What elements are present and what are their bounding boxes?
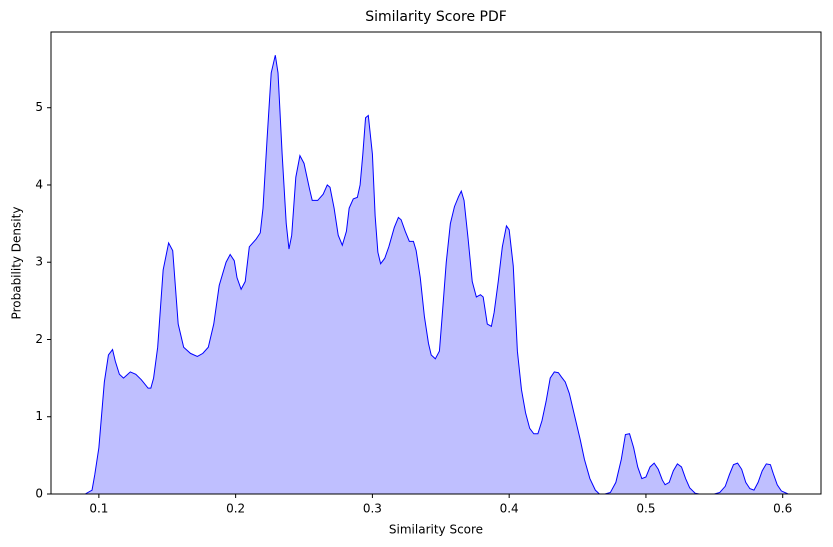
x-tick-label: 0.4 [500,502,519,516]
y-tick-label: 3 [35,255,43,269]
x-tick-label: 0.3 [363,502,382,516]
area-fill [85,55,789,495]
density-line [84,55,789,495]
chart-title: Similarity Score PDF [365,9,507,25]
y-tick-label: 0 [35,487,43,501]
plot-frame [50,31,822,495]
x-tick-label: 0.2 [226,502,245,516]
y-tick-label: 1 [35,409,43,423]
y-tick-label: 4 [35,177,43,191]
x-tick-label: 0.6 [773,502,792,516]
y-axis-label: Probability Density [10,207,24,320]
x-axis-label: Similarity Score [389,523,483,537]
x-tick-label: 0.5 [636,502,655,516]
y-tick-label: 5 [35,100,43,114]
x-tick-label: 0.1 [89,502,108,516]
y-tick-label: 2 [35,332,43,346]
